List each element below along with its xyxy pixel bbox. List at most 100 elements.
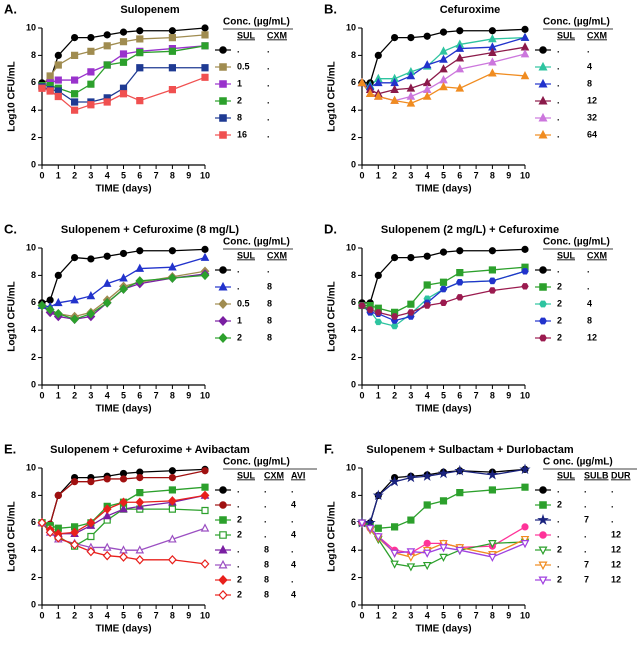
marker <box>406 548 416 557</box>
legend-label: 12 <box>587 332 597 342</box>
series-line <box>362 468 526 524</box>
legend-column-header: CXM <box>264 470 284 480</box>
x-tick-label: 9 <box>186 390 191 400</box>
marker <box>119 475 128 483</box>
y-tick-label: 8 <box>31 270 36 280</box>
marker <box>488 553 497 562</box>
legend-label: 4 <box>587 61 592 71</box>
x-tick-label: 5 <box>121 390 126 400</box>
marker <box>103 98 111 106</box>
x-tick-label: 6 <box>457 170 462 180</box>
legend-label: 8 <box>267 298 272 308</box>
marker <box>54 524 62 532</box>
legend-label: 2 <box>557 499 562 509</box>
legend-column-header: AVI <box>291 470 305 480</box>
marker <box>407 33 415 42</box>
y-tick-label: 10 <box>26 462 36 472</box>
marker <box>168 505 176 513</box>
marker <box>456 27 464 35</box>
legend-title: C onc. (µg/mL) <box>543 457 613 468</box>
marker <box>520 32 530 41</box>
series-line <box>361 36 526 88</box>
legend-label: . <box>587 44 590 54</box>
marker <box>455 83 465 92</box>
legend-label: . <box>557 112 560 122</box>
marker <box>70 90 79 98</box>
legend-label: 1 <box>237 78 242 88</box>
y-tick-label: 10 <box>346 462 356 472</box>
legend-label: 8 <box>587 315 592 325</box>
marker <box>439 248 448 256</box>
marker <box>201 31 209 39</box>
marker <box>70 478 79 486</box>
marker <box>200 252 210 261</box>
marker <box>390 560 399 569</box>
legend-label: 0.5 <box>237 298 250 308</box>
legend-label: . <box>557 484 560 494</box>
legend-label: . <box>557 559 560 569</box>
marker <box>488 47 497 56</box>
y-tick-label: 0 <box>351 159 356 169</box>
legend-label: 32 <box>587 112 597 122</box>
marker <box>407 309 415 316</box>
marker <box>70 314 80 325</box>
marker <box>86 291 96 300</box>
marker <box>70 253 79 262</box>
y-axis-label: Log10 CFU/mL <box>327 281 338 352</box>
legend-label: . <box>264 484 267 494</box>
legend-marker <box>539 300 547 308</box>
legend-marker <box>538 546 548 556</box>
x-tick-label: 0 <box>39 610 44 620</box>
legend-label: . <box>237 44 240 54</box>
legend-label: 7 <box>584 574 589 584</box>
legend-label: . <box>611 499 614 509</box>
legend-marker <box>218 298 228 310</box>
y-tick-label: 0 <box>351 379 356 389</box>
legend-label: 64 <box>587 129 597 139</box>
marker <box>201 483 209 491</box>
series-line <box>41 494 206 535</box>
x-axis-label: TIME (days) <box>415 184 471 195</box>
marker <box>200 559 210 569</box>
marker <box>374 271 382 279</box>
marker <box>488 277 497 285</box>
series-line <box>361 285 526 318</box>
marker <box>488 34 497 43</box>
marker <box>168 27 176 35</box>
x-tick-label: 1 <box>56 610 61 620</box>
marker <box>439 75 448 84</box>
legend-marker <box>219 46 227 54</box>
x-tick-label: 5 <box>121 170 126 180</box>
marker <box>391 33 399 42</box>
legend-label: . <box>557 44 560 54</box>
y-tick-label: 6 <box>31 77 36 87</box>
marker <box>135 263 145 272</box>
marker <box>54 76 62 84</box>
legend-label: 0.5 <box>237 61 250 71</box>
legend-marker <box>218 559 228 569</box>
legend-label: . <box>267 264 270 274</box>
marker <box>168 64 176 72</box>
marker <box>102 278 112 287</box>
legend-marker <box>218 574 228 586</box>
chart-title: Sulopenem + Cefuroxime (8 mg/L) <box>61 224 240 236</box>
legend-marker <box>538 112 548 122</box>
legend-label: . <box>584 499 587 509</box>
marker <box>455 64 465 73</box>
legend-label: . <box>267 112 270 122</box>
marker <box>374 524 382 532</box>
legend-marker <box>538 561 548 571</box>
marker <box>87 532 95 541</box>
legend-marker <box>538 129 548 139</box>
legend-title: Conc. (µg/mL) <box>223 17 290 28</box>
marker <box>422 561 432 571</box>
legend-label: 2 <box>557 281 562 291</box>
marker <box>70 106 79 114</box>
legend-label: . <box>237 559 240 569</box>
legend-label: 2 <box>237 514 242 524</box>
marker <box>168 486 176 494</box>
series-line <box>361 72 526 105</box>
marker <box>201 24 209 32</box>
